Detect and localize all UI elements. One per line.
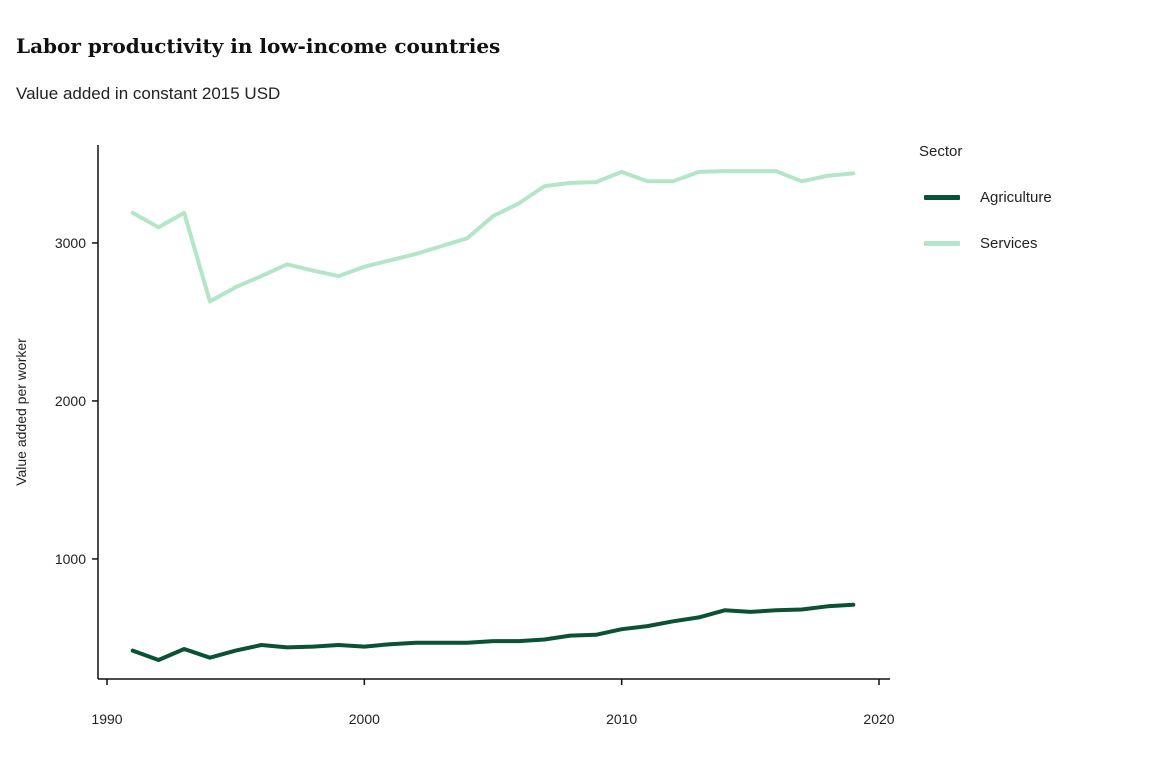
legend-label: Services [980,234,1038,252]
x-tick-label: 2000 [349,711,380,727]
y-tick-label: 2000 [55,393,86,409]
legend-item-services: Services [924,233,1038,253]
x-tick-label: 1990 [91,711,122,727]
series-lines [130,169,856,662]
legend-title: Sector [919,143,963,160]
legend-item-agriculture: Agriculture [924,187,1052,207]
y-tick-label: 3000 [55,235,86,251]
y-axis-title: Value added per worker [13,338,29,486]
chart-title: Labor productivity in low-income countri… [16,34,501,58]
x-tick-label: 2020 [863,711,894,727]
y-tick-label: 1000 [55,551,86,567]
legend-swatch [924,194,960,200]
legend-label: Agriculture [980,188,1052,206]
chart-subtitle: Value added in constant 2015 USD [16,84,281,103]
legend-swatch [924,240,960,246]
series-line-services [130,169,856,304]
series-line-agriculture [130,602,856,662]
axes: 1000 2000 3000 1990 2000 2010 2020 [55,145,895,727]
x-tick-label: 2010 [606,711,637,727]
